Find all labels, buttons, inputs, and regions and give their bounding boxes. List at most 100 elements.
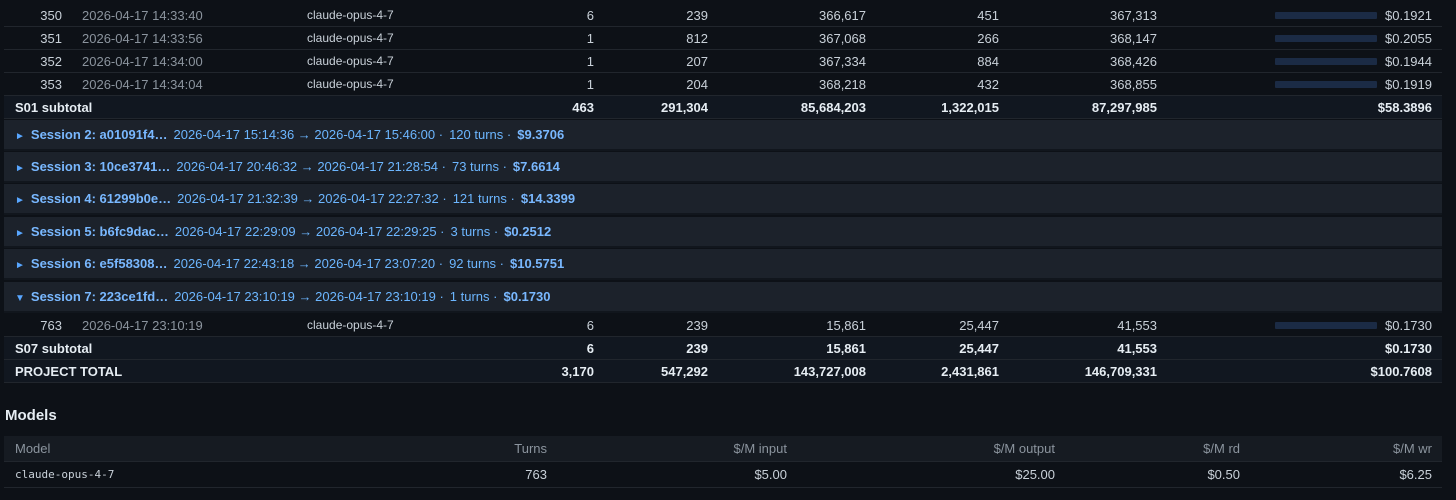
session-header-4[interactable]: ► Session 4: 61299b0e… 2026-04-17 21:32:39… <box>4 184 1442 215</box>
header-turns[interactable]: Turns <box>514 441 547 456</box>
turn-col-b: 204 <box>686 77 708 92</box>
expand-triangle-icon: ► <box>15 228 25 239</box>
turn-col-d: 451 <box>977 8 999 23</box>
turn-col-b: 812 <box>686 31 708 46</box>
total-col-e: 146,709,331 <box>1084 364 1157 379</box>
turn-col-a: 1 <box>586 54 594 69</box>
turn-col-c: 15,861 <box>826 318 866 333</box>
cost-bar <box>1275 35 1377 42</box>
subtotal-col-c: 15,861 <box>826 341 866 356</box>
total-col-a: 3,170 <box>561 364 594 379</box>
session-name: Session 5: b6fc9dac… <box>30 224 169 239</box>
session-turns: 1 turns · <box>449 289 498 304</box>
session-header-6[interactable]: ► Session 6: e5f58308… 2026-04-17 22:43:18… <box>4 249 1442 280</box>
turn-cost: $0.2055 <box>1385 31 1432 46</box>
table-row: 350 2026-04-17 14:33:40 claude-opus-4-7 … <box>4 4 1442 27</box>
model-input-price: $5.00 <box>754 467 787 482</box>
turn-cost: $0.1919 <box>1385 77 1432 92</box>
session-header-7[interactable]: ▼ Session 7: 223ce1fd… 2026-04-17 23:10:19… <box>4 282 1442 313</box>
turn-index: 763 <box>40 318 62 333</box>
session-turns: 3 turns · <box>450 224 499 239</box>
header-write-price[interactable]: $/M wr <box>1393 441 1432 456</box>
turn-cost: $0.1730 <box>1385 318 1432 333</box>
model-output-price: $25.00 <box>1015 467 1055 482</box>
model-read-price: $0.50 <box>1207 467 1240 482</box>
session-header-2[interactable]: ► Session 2: a01091f4… 2026-04-17 15:14:36… <box>4 120 1442 151</box>
turn-col-a: 1 <box>586 31 594 46</box>
turn-col-d: 432 <box>977 77 999 92</box>
cost-bar <box>1275 12 1377 19</box>
expand-triangle-icon: ► <box>15 131 25 142</box>
session-range: 2026-04-17 22:43:18 → 2026-04-17 23:07:2… <box>173 256 444 271</box>
subtotal-row: S01 subtotal 463 291,304 85,684,203 1,32… <box>4 96 1442 119</box>
cost-bar <box>1275 81 1377 88</box>
cost-bar <box>1275 322 1377 329</box>
session-range: 2026-04-17 21:32:39 → 2026-04-17 22:27:3… <box>177 191 447 206</box>
turn-index: 350 <box>40 8 62 23</box>
model-write-price: $6.25 <box>1399 467 1432 482</box>
session-cost: $0.2512 <box>504 224 552 239</box>
turn-model: claude-opus-4-7 <box>307 31 394 45</box>
subtotal-col-e: 41,553 <box>1117 341 1157 356</box>
session-header-5[interactable]: ► Session 5: b6fc9dac… 2026-04-17 22:29:09… <box>4 217 1442 248</box>
turn-col-a: 6 <box>586 318 594 333</box>
turn-col-e: 367,313 <box>1110 8 1157 23</box>
turn-time: 2026-04-17 14:34:04 <box>82 77 203 92</box>
turn-col-e: 368,426 <box>1110 54 1157 69</box>
table-row: 763 2026-04-17 23:10:19 claude-opus-4-7 … <box>4 314 1442 337</box>
total-col-b: 547,292 <box>661 364 708 379</box>
session-header-3[interactable]: ► Session 3: 10ce3741… 2026-04-17 20:46:32… <box>4 152 1442 183</box>
project-total-row: PROJECT TOTAL 3,170 547,292 143,727,008 … <box>4 360 1442 383</box>
turn-col-e: 41,553 <box>1117 318 1157 333</box>
session-cost: $0.1730 <box>503 289 551 304</box>
session-range: 2026-04-17 23:10:19 → 2026-04-17 23:10:1… <box>174 289 444 304</box>
subtotal-label: S01 subtotal <box>15 100 93 115</box>
session-turns: 73 turns · <box>451 159 507 174</box>
turn-time: 2026-04-17 14:33:56 <box>82 31 203 46</box>
session-range: 2026-04-17 15:14:36 → 2026-04-17 15:46:0… <box>173 127 444 142</box>
total-label: PROJECT TOTAL <box>15 364 123 379</box>
subtotal-label: S07 subtotal <box>15 341 93 356</box>
turn-index: 353 <box>40 77 62 92</box>
header-model[interactable]: Model <box>15 441 51 456</box>
subtotal-col-c: 85,684,203 <box>800 100 866 115</box>
table-row: 351 2026-04-17 14:33:56 claude-opus-4-7 … <box>4 27 1442 50</box>
total-cost: $100.7608 <box>1370 364 1432 379</box>
turn-col-d: 25,447 <box>959 318 999 333</box>
turn-col-e: 368,855 <box>1110 77 1157 92</box>
header-read-price[interactable]: $/M rd <box>1203 441 1240 456</box>
turn-time: 2026-04-17 14:33:40 <box>82 8 203 23</box>
total-col-c: 143,727,008 <box>793 364 866 379</box>
session-name: Session 3: 10ce3741… <box>30 159 171 174</box>
turn-index: 352 <box>40 54 62 69</box>
session-cost: $9.3706 <box>517 127 565 142</box>
session-cost: $10.5751 <box>510 256 565 271</box>
subtotal-col-d: 25,447 <box>959 341 999 356</box>
total-col-d: 2,431,861 <box>941 364 999 379</box>
turn-time: 2026-04-17 23:10:19 <box>82 318 203 333</box>
subtotal-col-b: 291,304 <box>661 100 708 115</box>
session-cost: $7.6614 <box>512 159 560 174</box>
cost-bar <box>1275 58 1377 65</box>
turn-col-d: 266 <box>977 31 999 46</box>
turn-col-a: 6 <box>586 8 594 23</box>
session-range: 2026-04-17 22:29:09 → 2026-04-17 22:29:2… <box>174 224 445 239</box>
subtotal-col-e: 87,297,985 <box>1091 100 1157 115</box>
subtotal-cost: $58.3896 <box>1377 100 1432 115</box>
turn-col-c: 366,617 <box>819 8 866 23</box>
model-turns: 763 <box>525 467 547 482</box>
header-output-price[interactable]: $/M output <box>993 441 1055 456</box>
turn-col-e: 368,147 <box>1110 31 1157 46</box>
subtotal-col-a: 6 <box>586 341 594 356</box>
session-turns: 92 turns · <box>449 256 504 271</box>
subtotal-col-a: 463 <box>572 100 594 115</box>
session-turns: 121 turns · <box>452 191 515 206</box>
header-input-price[interactable]: $/M input <box>733 441 787 456</box>
turn-cost: $0.1921 <box>1385 8 1432 23</box>
session-name: Session 6: e5f58308… <box>30 256 168 271</box>
table-row: 353 2026-04-17 14:34:04 claude-opus-4-7 … <box>4 73 1442 96</box>
turn-model: claude-opus-4-7 <box>307 318 394 332</box>
collapse-triangle-icon: ▼ <box>15 293 25 304</box>
turn-col-c: 368,218 <box>819 77 866 92</box>
